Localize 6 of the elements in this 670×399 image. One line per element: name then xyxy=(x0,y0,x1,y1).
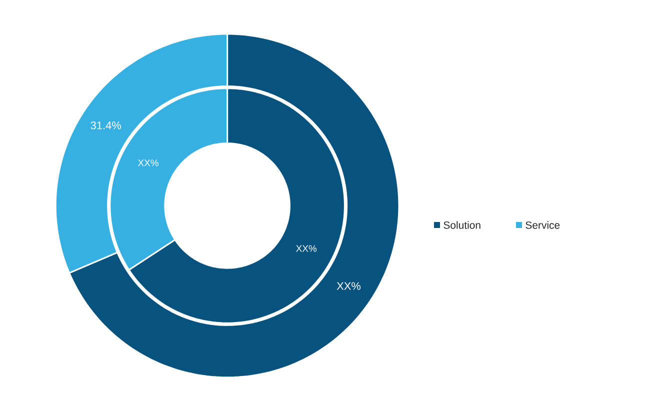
data-label: XX% xyxy=(336,282,361,290)
legend-label: Service xyxy=(526,221,560,229)
data-label: 31.4% xyxy=(90,122,121,130)
legend-label: Solution xyxy=(444,221,480,229)
data-label: XX% xyxy=(296,245,317,252)
data-label: XX% xyxy=(138,160,158,166)
